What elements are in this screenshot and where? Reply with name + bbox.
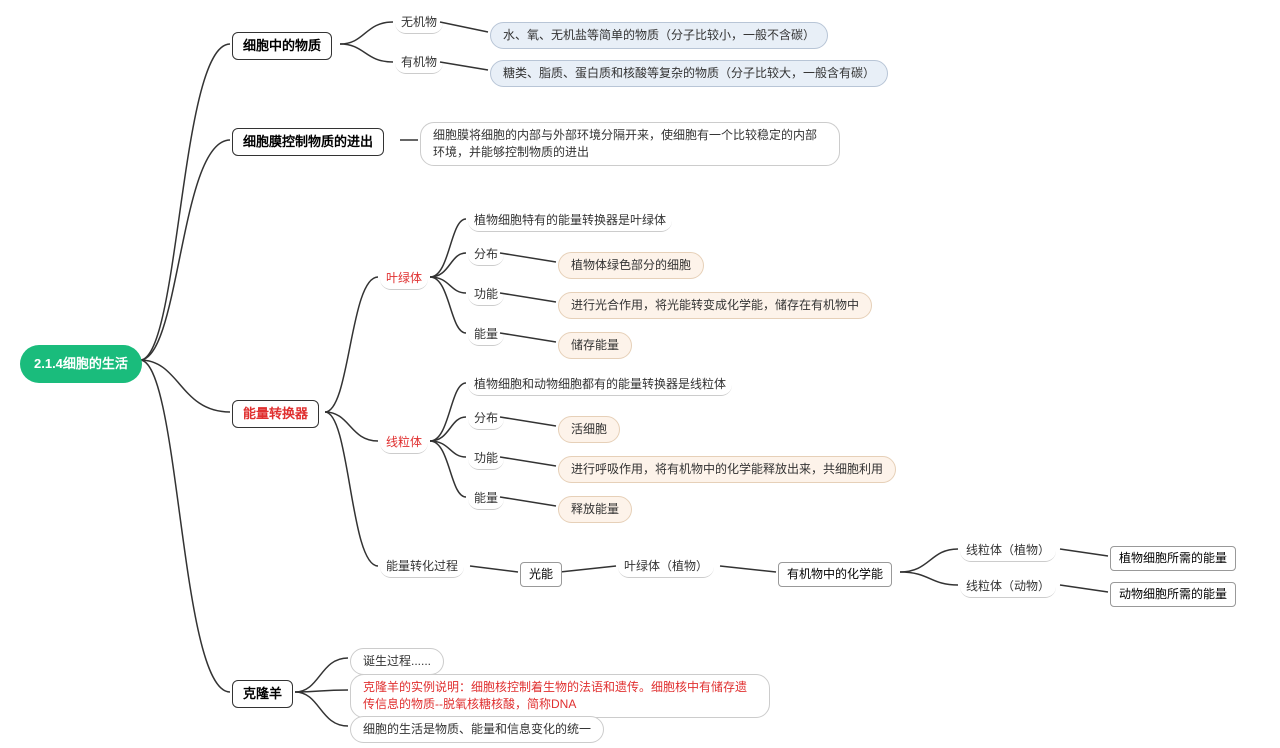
pill-chloro-energy: 储存能量 [558, 332, 632, 359]
box-plant-cell-energy: 植物细胞所需的能量 [1110, 546, 1236, 571]
label-organic[interactable]: 有机物 [395, 52, 443, 74]
pill-mito-energy: 释放能量 [558, 496, 632, 523]
label-mitochondria[interactable]: 线粒体 [380, 432, 428, 454]
branch-clone-sheep[interactable]: 克隆羊 [232, 680, 293, 708]
branch-energy-converter[interactable]: 能量转换器 [232, 400, 319, 428]
label-mito-animal: 线粒体（动物） [960, 576, 1056, 598]
root-node[interactable]: 2.1.4细胞的生活 [20, 345, 142, 383]
pill-mito-dist: 活细胞 [558, 416, 620, 443]
label-chloro-dist[interactable]: 分布 [468, 244, 504, 266]
label-chloro-intro: 植物细胞特有的能量转换器是叶绿体 [468, 210, 672, 232]
branch-substances[interactable]: 细胞中的物质 [232, 32, 332, 60]
label-mito-func[interactable]: 功能 [468, 448, 504, 470]
pill-birth-process: 诞生过程...... [350, 648, 444, 675]
pill-cell-life-unity: 细胞的生活是物质、能量和信息变化的统一 [350, 716, 604, 743]
pill-chloro-dist: 植物体绿色部分的细胞 [558, 252, 704, 279]
box-chemical-energy: 有机物中的化学能 [778, 562, 892, 587]
label-mito-plant: 线粒体（植物） [960, 540, 1056, 562]
box-animal-cell-energy: 动物细胞所需的能量 [1110, 582, 1236, 607]
label-chloroplast-plant: 叶绿体（植物） [618, 556, 714, 578]
pill-organic-detail: 糖类、脂质、蛋白质和核酸等复杂的物质（分子比较大，一般含有碳） [490, 60, 888, 87]
label-chloro-energy[interactable]: 能量 [468, 324, 504, 346]
pill-chloro-func: 进行光合作用，将光能转变成化学能，储存在有机物中 [558, 292, 872, 319]
pill-inorganic-detail: 水、氧、无机盐等简单的物质（分子比较小，一般不含碳） [490, 22, 828, 49]
label-mito-energy[interactable]: 能量 [468, 488, 504, 510]
pill-clone-explain: 克隆羊的实例说明：细胞核控制着生物的法语和遗传。细胞核中有储存遗传信息的物质--… [350, 674, 770, 718]
label-chloroplast[interactable]: 叶绿体 [380, 268, 428, 290]
branch-membrane[interactable]: 细胞膜控制物质的进出 [232, 128, 384, 156]
label-energy-process[interactable]: 能量转化过程 [380, 556, 464, 578]
box-light-energy: 光能 [520, 562, 562, 587]
pill-membrane-detail: 细胞膜将细胞的内部与外部环境分隔开来，使细胞有一个比较稳定的内部环境，并能够控制… [420, 122, 840, 166]
label-chloro-func[interactable]: 功能 [468, 284, 504, 306]
label-inorganic[interactable]: 无机物 [395, 12, 443, 34]
label-mito-dist[interactable]: 分布 [468, 408, 504, 430]
label-mito-intro: 植物细胞和动物细胞都有的能量转换器是线粒体 [468, 374, 732, 396]
pill-mito-func: 进行呼吸作用，将有机物中的化学能释放出来，共细胞利用 [558, 456, 896, 483]
